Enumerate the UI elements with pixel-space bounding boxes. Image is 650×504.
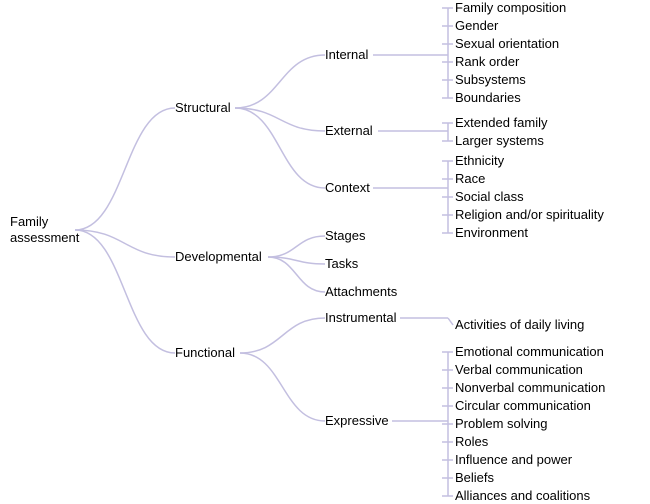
node-gender: Gender <box>455 18 498 34</box>
node-instrumental: Instrumental <box>325 310 397 326</box>
node-family_composition: Family composition <box>455 0 566 16</box>
node-structural: Structural <box>175 100 231 116</box>
node-external: External <box>325 123 373 139</box>
node-beliefs: Beliefs <box>455 470 494 486</box>
node-larger_systems: Larger systems <box>455 133 544 149</box>
node-adl: Activities of daily living <box>455 317 584 333</box>
node-developmental: Developmental <box>175 249 262 265</box>
node-verbal_comm: Verbal communication <box>455 362 583 378</box>
node-subsystems: Subsystems <box>455 72 526 88</box>
node-ethnicity: Ethnicity <box>455 153 504 169</box>
node-rank_order: Rank order <box>455 54 519 70</box>
node-nonverbal_comm: Nonverbal communication <box>455 380 605 396</box>
tree-diagram: Familyassessment Structural Developmental F… <box>0 0 650 502</box>
node-environment: Environment <box>455 225 528 241</box>
node-sexual_orientation: Sexual orientation <box>455 36 559 52</box>
node-religion: Religion and/or spirituality <box>455 207 604 223</box>
node-social_class: Social class <box>455 189 524 205</box>
node-extended_family: Extended family <box>455 115 548 131</box>
node-functional: Functional <box>175 345 235 361</box>
node-stages: Stages <box>325 228 365 244</box>
node-expressive: Expressive <box>325 413 389 429</box>
node-roles: Roles <box>455 434 488 450</box>
node-race: Race <box>455 171 485 187</box>
node-internal: Internal <box>325 47 368 63</box>
node-problem_solving: Problem solving <box>455 416 548 432</box>
node-tasks: Tasks <box>325 256 358 272</box>
node-root: Familyassessment <box>10 214 79 245</box>
node-alliances: Alliances and coalitions <box>455 488 590 504</box>
node-influence_power: Influence and power <box>455 452 572 468</box>
node-boundaries: Boundaries <box>455 90 521 106</box>
node-attachments: Attachments <box>325 284 397 300</box>
node-circular_comm: Circular communication <box>455 398 591 414</box>
node-emo_comm: Emotional communication <box>455 344 604 360</box>
node-context: Context <box>325 180 370 196</box>
